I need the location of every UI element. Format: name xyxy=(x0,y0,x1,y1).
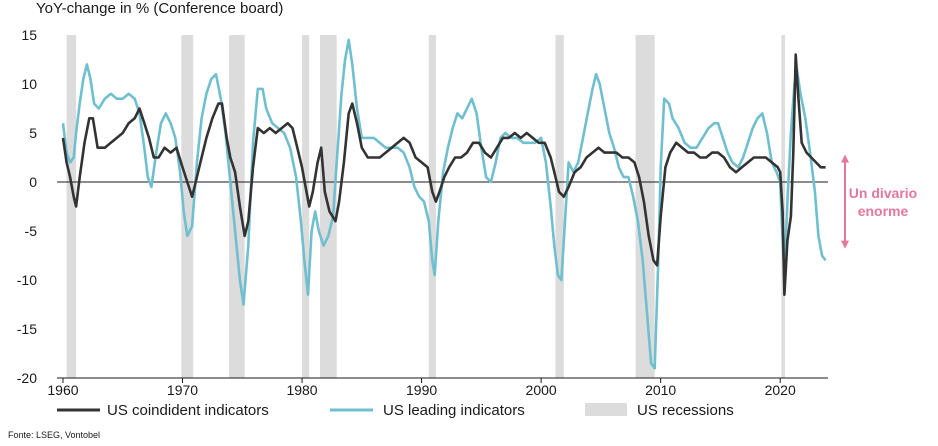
y-tick-label-0: 0 xyxy=(29,174,37,190)
y-tick-label--10: -10 xyxy=(17,272,37,288)
y-tick-label-5: 5 xyxy=(29,125,37,141)
legend-label-recession: US recessions xyxy=(637,402,734,419)
recession-band-3 xyxy=(302,35,310,378)
recession-band-6 xyxy=(555,35,564,378)
legend-label-leading: US leading indicators xyxy=(383,402,525,419)
annotation-arrow-down-head xyxy=(841,240,849,249)
annotation-arrow-up-head xyxy=(841,154,849,163)
axes: 15 10 5 0 -5 -10 -15 -20 1960 1970 1980 1990 2000 201… xyxy=(17,27,828,398)
legend-label-coincident: US coindident indicators xyxy=(107,402,269,419)
recession-band-1 xyxy=(181,35,194,378)
source-note: Fonte: LSEG, Vontobel xyxy=(8,430,101,440)
series-line-coincident xyxy=(61,53,826,296)
annotation-line2: enorme xyxy=(858,203,909,219)
x-tick-label-2000: 2000 xyxy=(526,382,557,398)
x-tick-label-2010: 2010 xyxy=(645,382,676,398)
y-tick-label-15: 15 xyxy=(21,27,37,43)
y-tick-label--15: -15 xyxy=(17,321,37,337)
y-tick-label--20: -20 xyxy=(17,370,37,386)
y-tick-label-10: 10 xyxy=(21,76,37,92)
annotation: Un divario enorme xyxy=(841,154,917,249)
recession-band-5 xyxy=(428,35,436,378)
x-tick-label-1980: 1980 xyxy=(286,382,317,398)
legend: US coindident indicators US leading indi… xyxy=(57,402,734,419)
y-axis-title: YoY-change in % (Conference board) xyxy=(36,0,283,17)
annotation-line1: Un divario xyxy=(849,185,917,201)
x-tick-label-1960: 1960 xyxy=(47,382,78,398)
series-lines xyxy=(61,38,827,370)
x-tick-label-1990: 1990 xyxy=(406,382,437,398)
x-tick-label-2020: 2020 xyxy=(765,382,796,398)
series-line-leading xyxy=(61,38,827,370)
y-tick-label--5: -5 xyxy=(25,223,38,239)
recession-band-0 xyxy=(66,35,77,378)
legend-swatch-recession xyxy=(585,403,627,416)
x-tick-label-1970: 1970 xyxy=(167,382,198,398)
